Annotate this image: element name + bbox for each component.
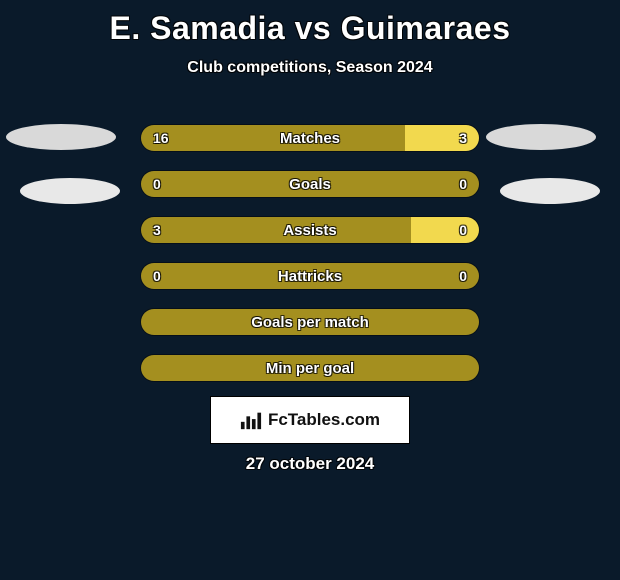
bar-right-segment [411, 217, 479, 243]
date-text: 27 october 2024 [0, 454, 620, 474]
player-ellipse [500, 178, 600, 204]
stat-bar: Hattricks00 [140, 262, 480, 290]
bar-left-segment [141, 263, 479, 289]
stat-bar: Matches163 [140, 124, 480, 152]
stat-bar: Min per goal [140, 354, 480, 382]
stat-bar: Goals per match [140, 308, 480, 336]
page-subtitle: Club competitions, Season 2024 [0, 59, 620, 77]
logo-text: FcTables.com [268, 410, 380, 430]
stat-bar: Goals00 [140, 170, 480, 198]
comparison-bars: Matches163 Goals00 Assists30 Hattricks00 Goa… [140, 124, 480, 400]
player-ellipse [486, 124, 596, 150]
fctables-logo: FcTables.com [210, 396, 410, 444]
page-title: E. Samadia vs Guimaraes [0, 0, 620, 47]
bar-left-segment [141, 171, 479, 197]
bar-left-segment [141, 125, 405, 151]
bars-icon [240, 410, 262, 430]
bar-right-segment [405, 125, 479, 151]
bar-left-segment [141, 355, 479, 381]
stat-bar: Assists30 [140, 216, 480, 244]
player-ellipse [20, 178, 120, 204]
player-ellipse [6, 124, 116, 150]
bar-left-segment [141, 309, 479, 335]
bar-left-segment [141, 217, 411, 243]
